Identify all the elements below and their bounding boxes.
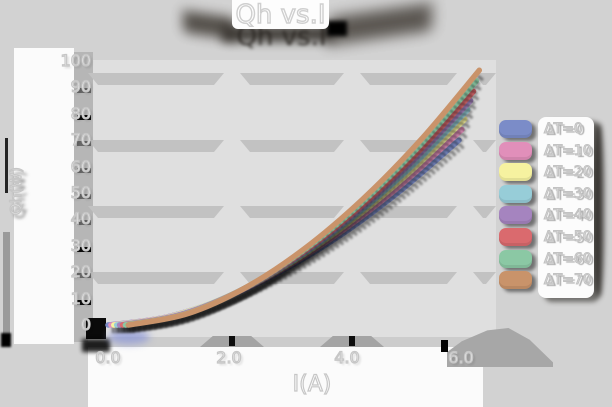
grid-band-segment — [240, 272, 344, 284]
grid-band-segment — [360, 140, 457, 152]
axis-origin-shadow — [82, 339, 110, 352]
legend-swatch — [499, 206, 532, 225]
y-axis-title: Qh(W) — [6, 166, 25, 215]
legend-label: ΔT=0 — [543, 120, 583, 137]
chart-title: Qh vs.I — [235, 0, 326, 31]
legend-label: ΔT=50 — [543, 228, 592, 245]
y-tick-shadow — [77, 246, 91, 252]
axis-origin-corner — [86, 318, 106, 339]
y-tick-label: 20 — [70, 262, 92, 282]
legend-swatch — [499, 249, 532, 268]
y-tick-label: 100 — [60, 51, 92, 70]
y-title-shadow-strip — [3, 232, 10, 342]
y-tick-shadow — [77, 141, 91, 147]
grid-band-segment — [88, 206, 224, 218]
legend-swatch — [499, 120, 532, 138]
legend-label: ΔT=70 — [543, 272, 592, 289]
curve-start-shadow — [108, 330, 150, 344]
legend-swatch — [499, 271, 532, 290]
corner-tick-shadow — [441, 340, 448, 352]
grid-band-segment — [360, 73, 457, 85]
plot-area — [88, 60, 496, 337]
y-tick-label: 60 — [70, 156, 92, 176]
x-tick-label: 6.0 — [448, 348, 475, 367]
y-title-shadow-line — [5, 138, 8, 193]
y-tick-shadow — [77, 220, 91, 226]
grid-band-segment — [240, 140, 344, 152]
grid-band-segment — [88, 140, 224, 152]
x-tick-label: 2.0 — [216, 348, 243, 367]
legend-label: ΔT=10 — [543, 142, 592, 159]
legend-swatch — [499, 163, 532, 182]
grid-band-segment — [88, 73, 224, 85]
legend-box — [538, 117, 594, 298]
title-shadow-wedge — [327, 21, 347, 36]
y-tick-label: 50 — [70, 183, 92, 202]
x-axis-gutter — [88, 346, 483, 407]
x-tick-notch — [349, 336, 355, 346]
corner-label-shadow — [1, 333, 11, 347]
x-axis-title: I(A) — [292, 371, 332, 397]
y-tick-shadow — [77, 114, 91, 120]
y-tick-label: 40 — [70, 209, 92, 229]
title-plaque: Qh vs.I — [232, 0, 329, 31]
legend-label: ΔT=60 — [543, 250, 592, 267]
legend-swatch — [499, 228, 532, 246]
y-tick-label: 0 — [80, 315, 91, 334]
y-tick-shadow — [77, 273, 91, 279]
legend-shadow — [593, 124, 604, 296]
grid-band-segment — [360, 272, 457, 284]
title-shadow-bar — [222, 26, 334, 42]
legend-swatch — [499, 184, 532, 203]
grid-band-segment — [240, 73, 344, 85]
y-tick-label: 10 — [70, 288, 92, 308]
y-tick-label: 90 — [70, 77, 92, 97]
y-tick-label: 30 — [70, 235, 92, 255]
legend-label: ΔT=20 — [543, 164, 592, 181]
legend-swatch — [499, 141, 532, 160]
y-tick-shadow — [77, 88, 91, 94]
grid-band-segment — [360, 206, 457, 218]
x-tick-notch — [229, 336, 235, 346]
x-tick-label: 0.0 — [95, 348, 122, 367]
y-tick-shadow — [77, 167, 91, 173]
grid-band-segment — [240, 206, 344, 218]
plot-floor-edge — [88, 337, 496, 347]
x-tick-label: 4.0 — [334, 348, 361, 367]
legend-label: ΔT=30 — [543, 185, 592, 202]
y-tick-shadow — [77, 194, 91, 199]
y-tick-label: 80 — [70, 103, 92, 123]
grid-band-segment — [88, 272, 224, 284]
y-axis-gutter — [14, 48, 74, 344]
y-tick-shadow — [77, 299, 91, 305]
y-tick-label: 70 — [70, 130, 92, 150]
legend-label: ΔT=40 — [543, 207, 592, 224]
